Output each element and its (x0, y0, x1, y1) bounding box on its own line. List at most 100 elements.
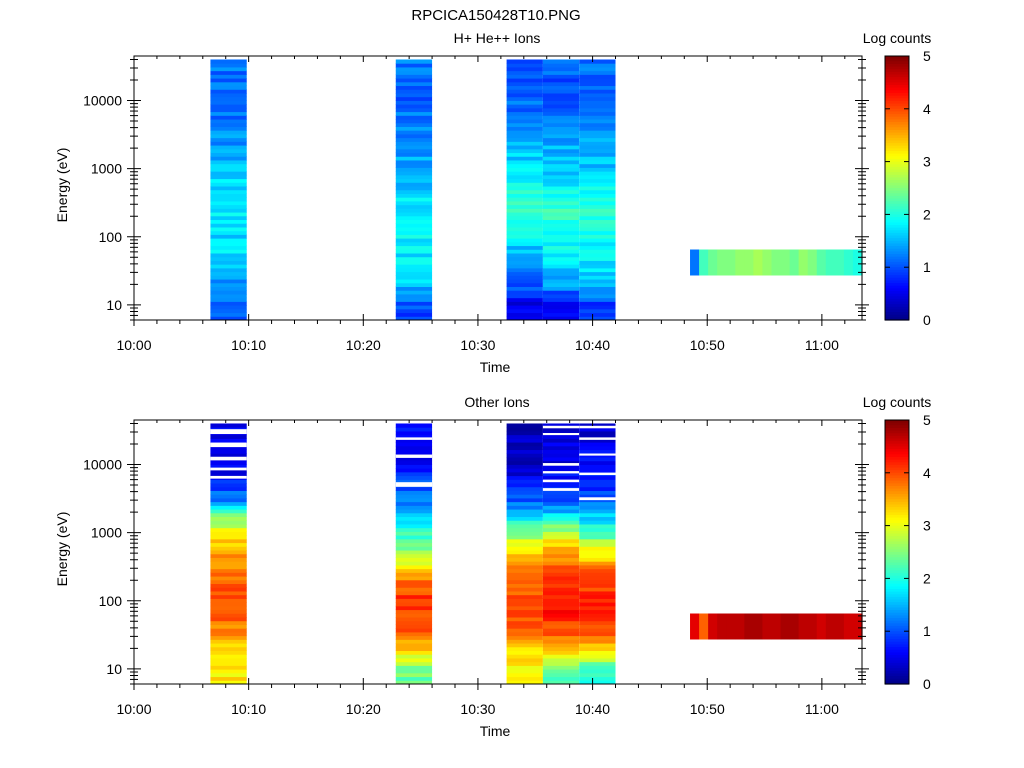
colorbar-step (885, 633, 909, 638)
heatmap-cell (579, 167, 616, 172)
heatmap-cell (210, 92, 247, 98)
heatmap-cell (210, 434, 247, 439)
heatmap-cell (717, 249, 727, 276)
heatmap-cell (579, 445, 616, 451)
heatmap-cell (506, 275, 543, 280)
heatmap-cell (506, 197, 543, 202)
heatmap-cell (542, 63, 580, 68)
heatmap-cell (506, 122, 543, 127)
colorbar-tick-label: 3 (923, 154, 931, 170)
heatmap-cell (579, 70, 616, 75)
heatmap-cell (579, 204, 616, 209)
heatmap-cell (395, 122, 433, 127)
colorbar-step (885, 58, 909, 62)
heatmap-cell (506, 449, 543, 454)
x-axis-label: Time (480, 723, 511, 739)
heatmap-cell (825, 249, 836, 276)
heatmap-cell (395, 200, 433, 206)
heatmap-cell (542, 442, 580, 447)
heatmap-cell (542, 275, 580, 280)
heatmap-cell (542, 434, 580, 439)
heatmap-cell (395, 494, 433, 499)
heatmap-cell (395, 74, 433, 79)
heatmap-cell (579, 189, 616, 194)
x-tick-label: 10:40 (575, 701, 610, 717)
heatmap-cell (395, 63, 433, 68)
colorbar-step (885, 649, 909, 653)
x-tick-label: 10:40 (575, 337, 610, 353)
heatmap-cell (210, 501, 247, 506)
heatmap-cell (210, 479, 247, 484)
heatmap-cell (395, 115, 433, 120)
heatmap-cell (579, 171, 616, 176)
heatmap-cell (210, 609, 247, 614)
colorbar-step (885, 69, 909, 73)
heatmap-cell (395, 215, 433, 221)
heatmap-cell (542, 208, 580, 213)
colorbar-step (885, 209, 909, 213)
heatmap-cell (506, 535, 543, 540)
heatmap-cell (506, 316, 543, 321)
heatmap-cell (542, 550, 580, 555)
heatmap-cell (506, 557, 543, 562)
colorbar-step (885, 301, 909, 305)
heatmap-cell (210, 449, 247, 454)
heatmap-cell (395, 590, 433, 596)
colorbar-step (885, 533, 909, 537)
heatmap-cell (210, 174, 247, 180)
heatmap-cell (210, 260, 247, 265)
heatmap-cell (506, 186, 543, 191)
heatmap-cell (579, 234, 616, 239)
heatmap-cell (708, 613, 718, 640)
heatmap-cell (395, 163, 433, 168)
colorbar-step (885, 583, 909, 587)
heatmap-cell (506, 635, 543, 640)
heatmap-cell (579, 249, 616, 254)
heatmap-cell (395, 290, 433, 295)
colorbar-step (885, 668, 909, 672)
heatmap-cell (506, 182, 543, 187)
heatmap-cell (395, 512, 433, 518)
heatmap-cell (579, 193, 616, 198)
heatmap-block (542, 423, 580, 685)
colorbar-step (885, 552, 909, 556)
heatmap-cell (506, 119, 543, 124)
heatmap-cell (542, 576, 580, 581)
colorbar-step (885, 507, 909, 511)
heatmap-cell (542, 223, 580, 228)
data-gap (542, 425, 580, 429)
heatmap-cell (542, 527, 580, 532)
data-gap (210, 456, 247, 461)
heatmap-cell (210, 152, 247, 157)
colorbar-step (885, 137, 909, 142)
heatmap-cell (579, 85, 616, 90)
heatmap-cell (542, 650, 580, 655)
colorbar-step (885, 546, 909, 550)
heatmap-cell (506, 104, 543, 109)
colorbar-step (885, 103, 909, 107)
colorbar-step (885, 575, 909, 579)
heatmap-cell (395, 241, 433, 247)
heatmap-cell (579, 639, 616, 644)
heatmap-cell (579, 624, 616, 629)
heatmap-cell (579, 126, 616, 131)
heatmap-cell (395, 523, 433, 529)
heatmap-cell (542, 598, 580, 603)
data-gap (542, 433, 580, 436)
heatmap-cell (579, 182, 616, 187)
colorbar-tick-label: 4 (923, 465, 931, 481)
heatmap-cell (506, 520, 543, 525)
heatmap-cell (506, 501, 543, 506)
heatmap-cell (825, 613, 836, 640)
x-tick-label: 10:00 (116, 701, 151, 717)
heatmap-cell (506, 245, 543, 250)
heatmap-cell (210, 171, 247, 176)
heatmap-cell (542, 130, 580, 135)
heatmap-cell (395, 657, 433, 663)
heatmap-cell (579, 312, 616, 317)
heatmap-cell (579, 107, 616, 113)
heatmap-cell (579, 245, 616, 250)
heatmap-cell (579, 483, 616, 488)
x-tick-label: 10:30 (460, 337, 495, 353)
heatmap-cell (506, 654, 543, 659)
